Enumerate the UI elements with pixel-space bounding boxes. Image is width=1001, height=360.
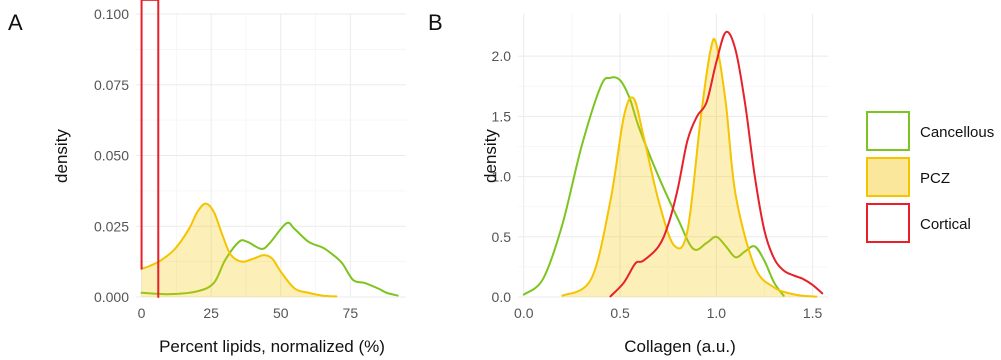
legend-label-pcz: PCZ bbox=[920, 170, 950, 187]
panel-b-cortical-density-line bbox=[609, 30, 824, 298]
panel-a-density-curves bbox=[140, 0, 399, 298]
panel-b-y-axis-title: density bbox=[481, 129, 500, 183]
panel-a-tag: A bbox=[8, 10, 23, 35]
legend-swatch-pcz bbox=[866, 157, 910, 197]
panel-b-x-tick-label: 0.5 bbox=[610, 305, 630, 321]
legend-swatch-cancellous bbox=[866, 111, 910, 151]
legend: Cancellous PCZ Cortical bbox=[866, 111, 994, 243]
legend-item-cancellous: Cancellous bbox=[866, 111, 994, 151]
panel-b-cancellous-density-line bbox=[522, 76, 785, 297]
panel-a-cancellous-density-line bbox=[140, 221, 399, 297]
panel-a-x-tick-labels: 0 25 50 75 bbox=[138, 305, 359, 321]
panel-b-y-tick-label: 2.0 bbox=[492, 48, 512, 64]
panel-a-x-tick-label: 75 bbox=[343, 305, 359, 321]
panel-a-y-tick-label: 0.000 bbox=[94, 289, 129, 305]
panel-b-x-tick-labels: 0.0 0.5 1.0 1.5 bbox=[514, 305, 822, 321]
panel-b-y-tick-label: 1.0 bbox=[492, 169, 512, 185]
legend-swatch-cortical bbox=[866, 203, 910, 243]
legend-item-pcz: PCZ bbox=[866, 157, 950, 197]
panel-b-x-axis-title: Collagen (a.u.) bbox=[624, 337, 736, 356]
panel-b-pcz-density-fill bbox=[562, 38, 817, 297]
panel-a-y-tick-labels: 0.000 0.025 0.050 0.075 0.100 bbox=[94, 6, 129, 305]
panel-a-x-tick-label: 50 bbox=[273, 305, 289, 321]
legend-label-cancellous: Cancellous bbox=[920, 124, 994, 141]
panel-b-y-tick-label: 1.5 bbox=[492, 108, 512, 124]
panel-a-x-axis-title: Percent lipids, normalized (%) bbox=[159, 337, 385, 356]
panel-b-grid bbox=[518, 14, 828, 298]
panel-a-pcz-density-line bbox=[140, 202, 338, 298]
legend-label-cortical: Cortical bbox=[920, 216, 971, 233]
panel-a-pcz-density-fill bbox=[141, 203, 337, 297]
panel-a-cortical-density-line bbox=[140, 0, 160, 298]
panel-a-x-tick-label: 25 bbox=[203, 305, 219, 321]
panel-a-y-tick-label: 0.025 bbox=[94, 218, 129, 234]
panel-b-y-tick-labels: 0.0 0.5 1.0 1.5 2.0 bbox=[492, 48, 512, 305]
panel-b-x-tick-label: 0.0 bbox=[514, 305, 534, 321]
panel-b-pcz-density-line bbox=[561, 37, 818, 298]
panel-a-x-tick-label: 0 bbox=[138, 305, 146, 321]
panel-b-x-tick-label: 1.0 bbox=[707, 305, 727, 321]
panel-b-density-curves bbox=[522, 30, 824, 298]
panel-b-collagen: B 0.0 0.5 1.0 1.5 0.0 0.5 1.0 1.5 2.0 Collagen … bbox=[428, 10, 828, 356]
legend-item-cortical: Cortical bbox=[866, 203, 971, 243]
panel-b-y-tick-label: 0.5 bbox=[492, 229, 512, 245]
panel-a-y-tick-label: 0.050 bbox=[94, 148, 129, 164]
panel-a-y-tick-label: 0.075 bbox=[94, 77, 129, 93]
panel-a-y-axis-title: density bbox=[52, 129, 71, 183]
panel-a-y-tick-label: 0.100 bbox=[94, 6, 129, 22]
panel-b-tag: B bbox=[428, 10, 443, 35]
panel-b-y-tick-label: 0.0 bbox=[492, 289, 512, 305]
panel-b-x-tick-label: 1.5 bbox=[803, 305, 823, 321]
panel-a-lipids: A 0 25 50 75 0.000 0.025 0.050 0.075 0.100 Perc… bbox=[8, 0, 406, 356]
